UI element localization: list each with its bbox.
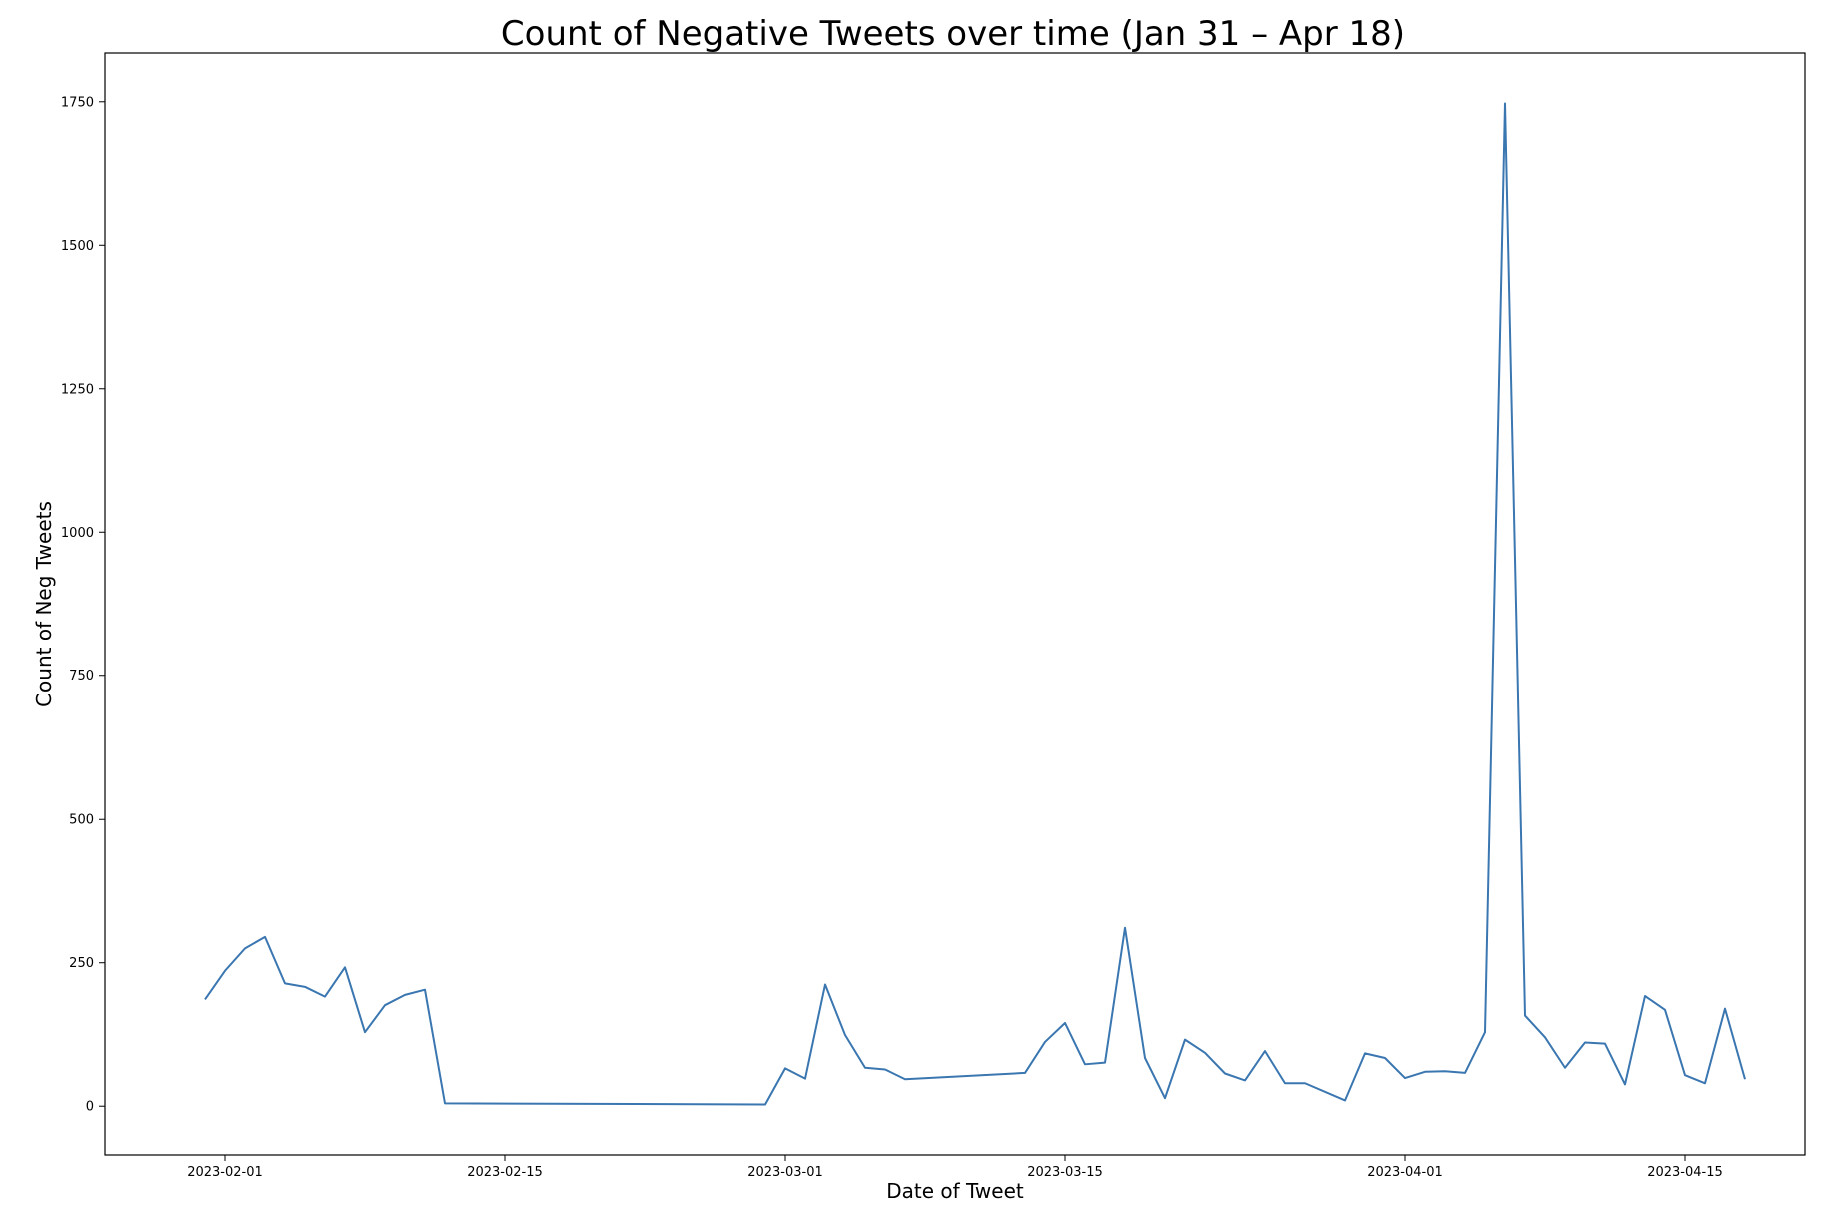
y-tick-label: 250 — [69, 956, 94, 971]
x-tick-label: 2023-03-01 — [747, 1165, 823, 1180]
chart-title: Count of Negative Tweets over time (Jan … — [501, 14, 1405, 54]
y-axis: 0 250 500 750 1000 1250 1500 1750 — [61, 95, 105, 1115]
y-tick-label: 0 — [86, 1100, 94, 1115]
y-tick-label: 1500 — [61, 239, 94, 254]
plot-area-frame — [104, 52, 1806, 1156]
x-tick-label: 2023-04-15 — [1647, 1165, 1723, 1180]
y-tick-label: 1000 — [61, 526, 94, 541]
y-tick-label: 750 — [69, 669, 94, 684]
series-line — [204, 102, 1746, 1106]
x-tick-label: 2023-04-01 — [1367, 1165, 1443, 1180]
y-tick-label: 1750 — [61, 95, 94, 110]
x-tick-label: 2023-02-15 — [467, 1165, 543, 1180]
x-tick-label: 2023-03-15 — [1027, 1165, 1103, 1180]
x-tick-label: 2023-02-01 — [187, 1165, 263, 1180]
x-axis-title: Date of Tweet — [886, 1179, 1024, 1203]
x-axis: 2023-02-01 2023-02-15 2023-03-01 2023-03-15… — [187, 1155, 1723, 1180]
y-tick-label: 1250 — [61, 382, 94, 397]
y-axis-title: Count of Neg Tweets — [32, 501, 56, 707]
y-tick-label: 500 — [69, 813, 94, 828]
